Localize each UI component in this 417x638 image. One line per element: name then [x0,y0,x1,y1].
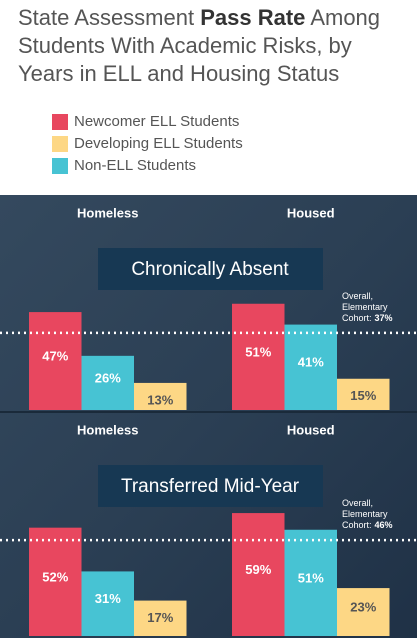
reference-line-text: Overall, [342,291,373,301]
reference-value: 46% [375,521,393,531]
panel-title-box [98,465,323,507]
legend-label: Developing ELL Students [74,135,243,152]
group-label: Housed [287,422,335,437]
legend-label: Newcomer ELL Students [74,113,239,130]
bar [134,600,187,636]
group-label: Housed [287,205,335,220]
bar [81,355,134,410]
value-label: 13% [147,392,173,407]
bar [81,571,134,636]
legend-swatch [52,114,68,130]
value-label: 15% [350,388,376,403]
bar [29,312,82,410]
panel-title: Chronically Absent [131,259,289,280]
reference-label: Overall, Elementary Cohort: 46% [342,499,393,531]
reference-line-text: Elementary [342,510,388,520]
reference-text: Overall, Elementary Cohort: [342,499,388,531]
reference-line-text: Cohort: [342,313,372,323]
legend-swatch [52,136,68,152]
bar [337,588,390,636]
value-label: 23% [350,599,376,614]
title: State Assessment Pass Rate Among Student… [18,4,403,88]
reference-line-text: Overall, [342,499,373,509]
reference-line-text: Elementary [342,302,388,312]
reference-value: 37% [375,313,393,323]
value-label: 17% [147,610,173,625]
bar [232,303,285,410]
bar [232,513,285,636]
value-label: 52% [42,569,68,584]
title-start: State Assessment [18,5,195,30]
legend-swatch [52,158,68,174]
group-label: Homeless [77,422,138,437]
value-label: 41% [298,355,324,370]
title-bold: Pass Rate [200,5,306,30]
value-label: 31% [95,591,121,606]
bar [337,378,390,410]
reference-line-text: Cohort: [342,521,372,531]
title-end: Among Students With Academic Risks, by Y… [18,5,381,86]
value-label: 26% [95,370,121,385]
group-label: Homeless [77,205,138,220]
value-label: 59% [245,562,271,577]
bar [284,324,337,410]
value-label: 51% [245,344,271,359]
value-label: 47% [42,348,68,363]
bar [29,527,82,636]
bar [284,529,337,636]
bar [134,382,187,410]
value-label: 51% [298,570,324,585]
panel-title-box [98,248,323,290]
panel-title: Transferred Mid-Year [121,476,300,497]
reference-label: Overall, Elementary Cohort: 37% [342,291,393,323]
legend-label: Non-ELL Students [74,157,196,174]
reference-text: Overall, Elementary Cohort: [342,291,388,323]
